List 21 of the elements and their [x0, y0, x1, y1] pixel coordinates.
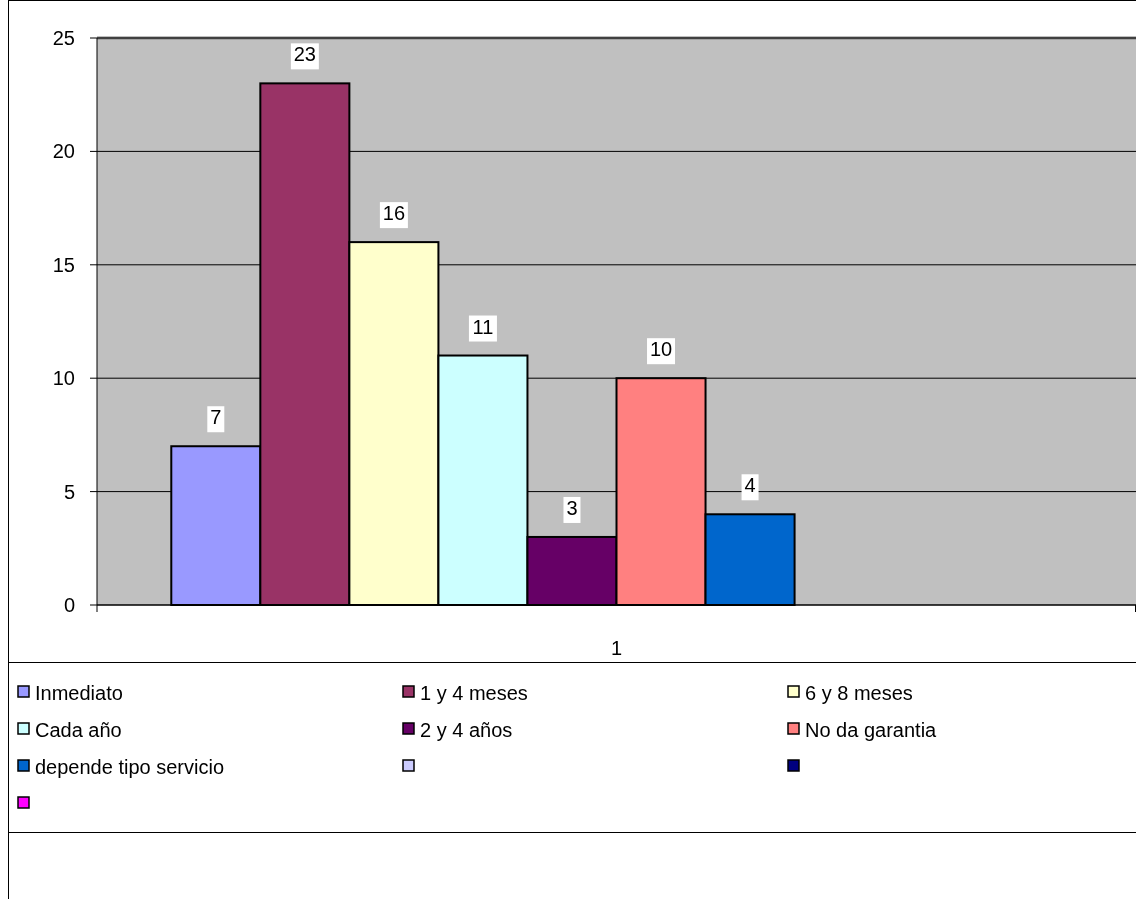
y-tick-label: 10: [52, 367, 75, 390]
legend-label: No da garantia: [805, 719, 938, 741]
legend-label: Cada año: [35, 719, 122, 741]
y-tick-label: 5: [63, 480, 75, 503]
data-label: 16: [382, 202, 406, 225]
y-tick-label: 25: [52, 27, 75, 49]
data-label: 3: [566, 496, 578, 519]
legend-label: 1 y 4 meses: [420, 682, 528, 704]
data-label: 23: [293, 43, 316, 66]
legend-label: depende tipo servicio: [35, 756, 225, 778]
y-tick-label: 20: [52, 140, 75, 163]
legend-label: 6 y 8 meses: [805, 682, 913, 704]
data-label: 10: [649, 338, 673, 361]
x-tick-label: 1: [610, 637, 623, 659]
y-tick-label: 0: [63, 594, 75, 616]
data-label: 4: [744, 474, 756, 497]
legend-label: Inmediato: [35, 682, 123, 704]
data-label: 11: [472, 315, 494, 338]
data-label: 7: [210, 406, 222, 429]
legend-label: 2 y 4 años: [420, 719, 513, 741]
y-tick-label: 15: [52, 253, 75, 276]
